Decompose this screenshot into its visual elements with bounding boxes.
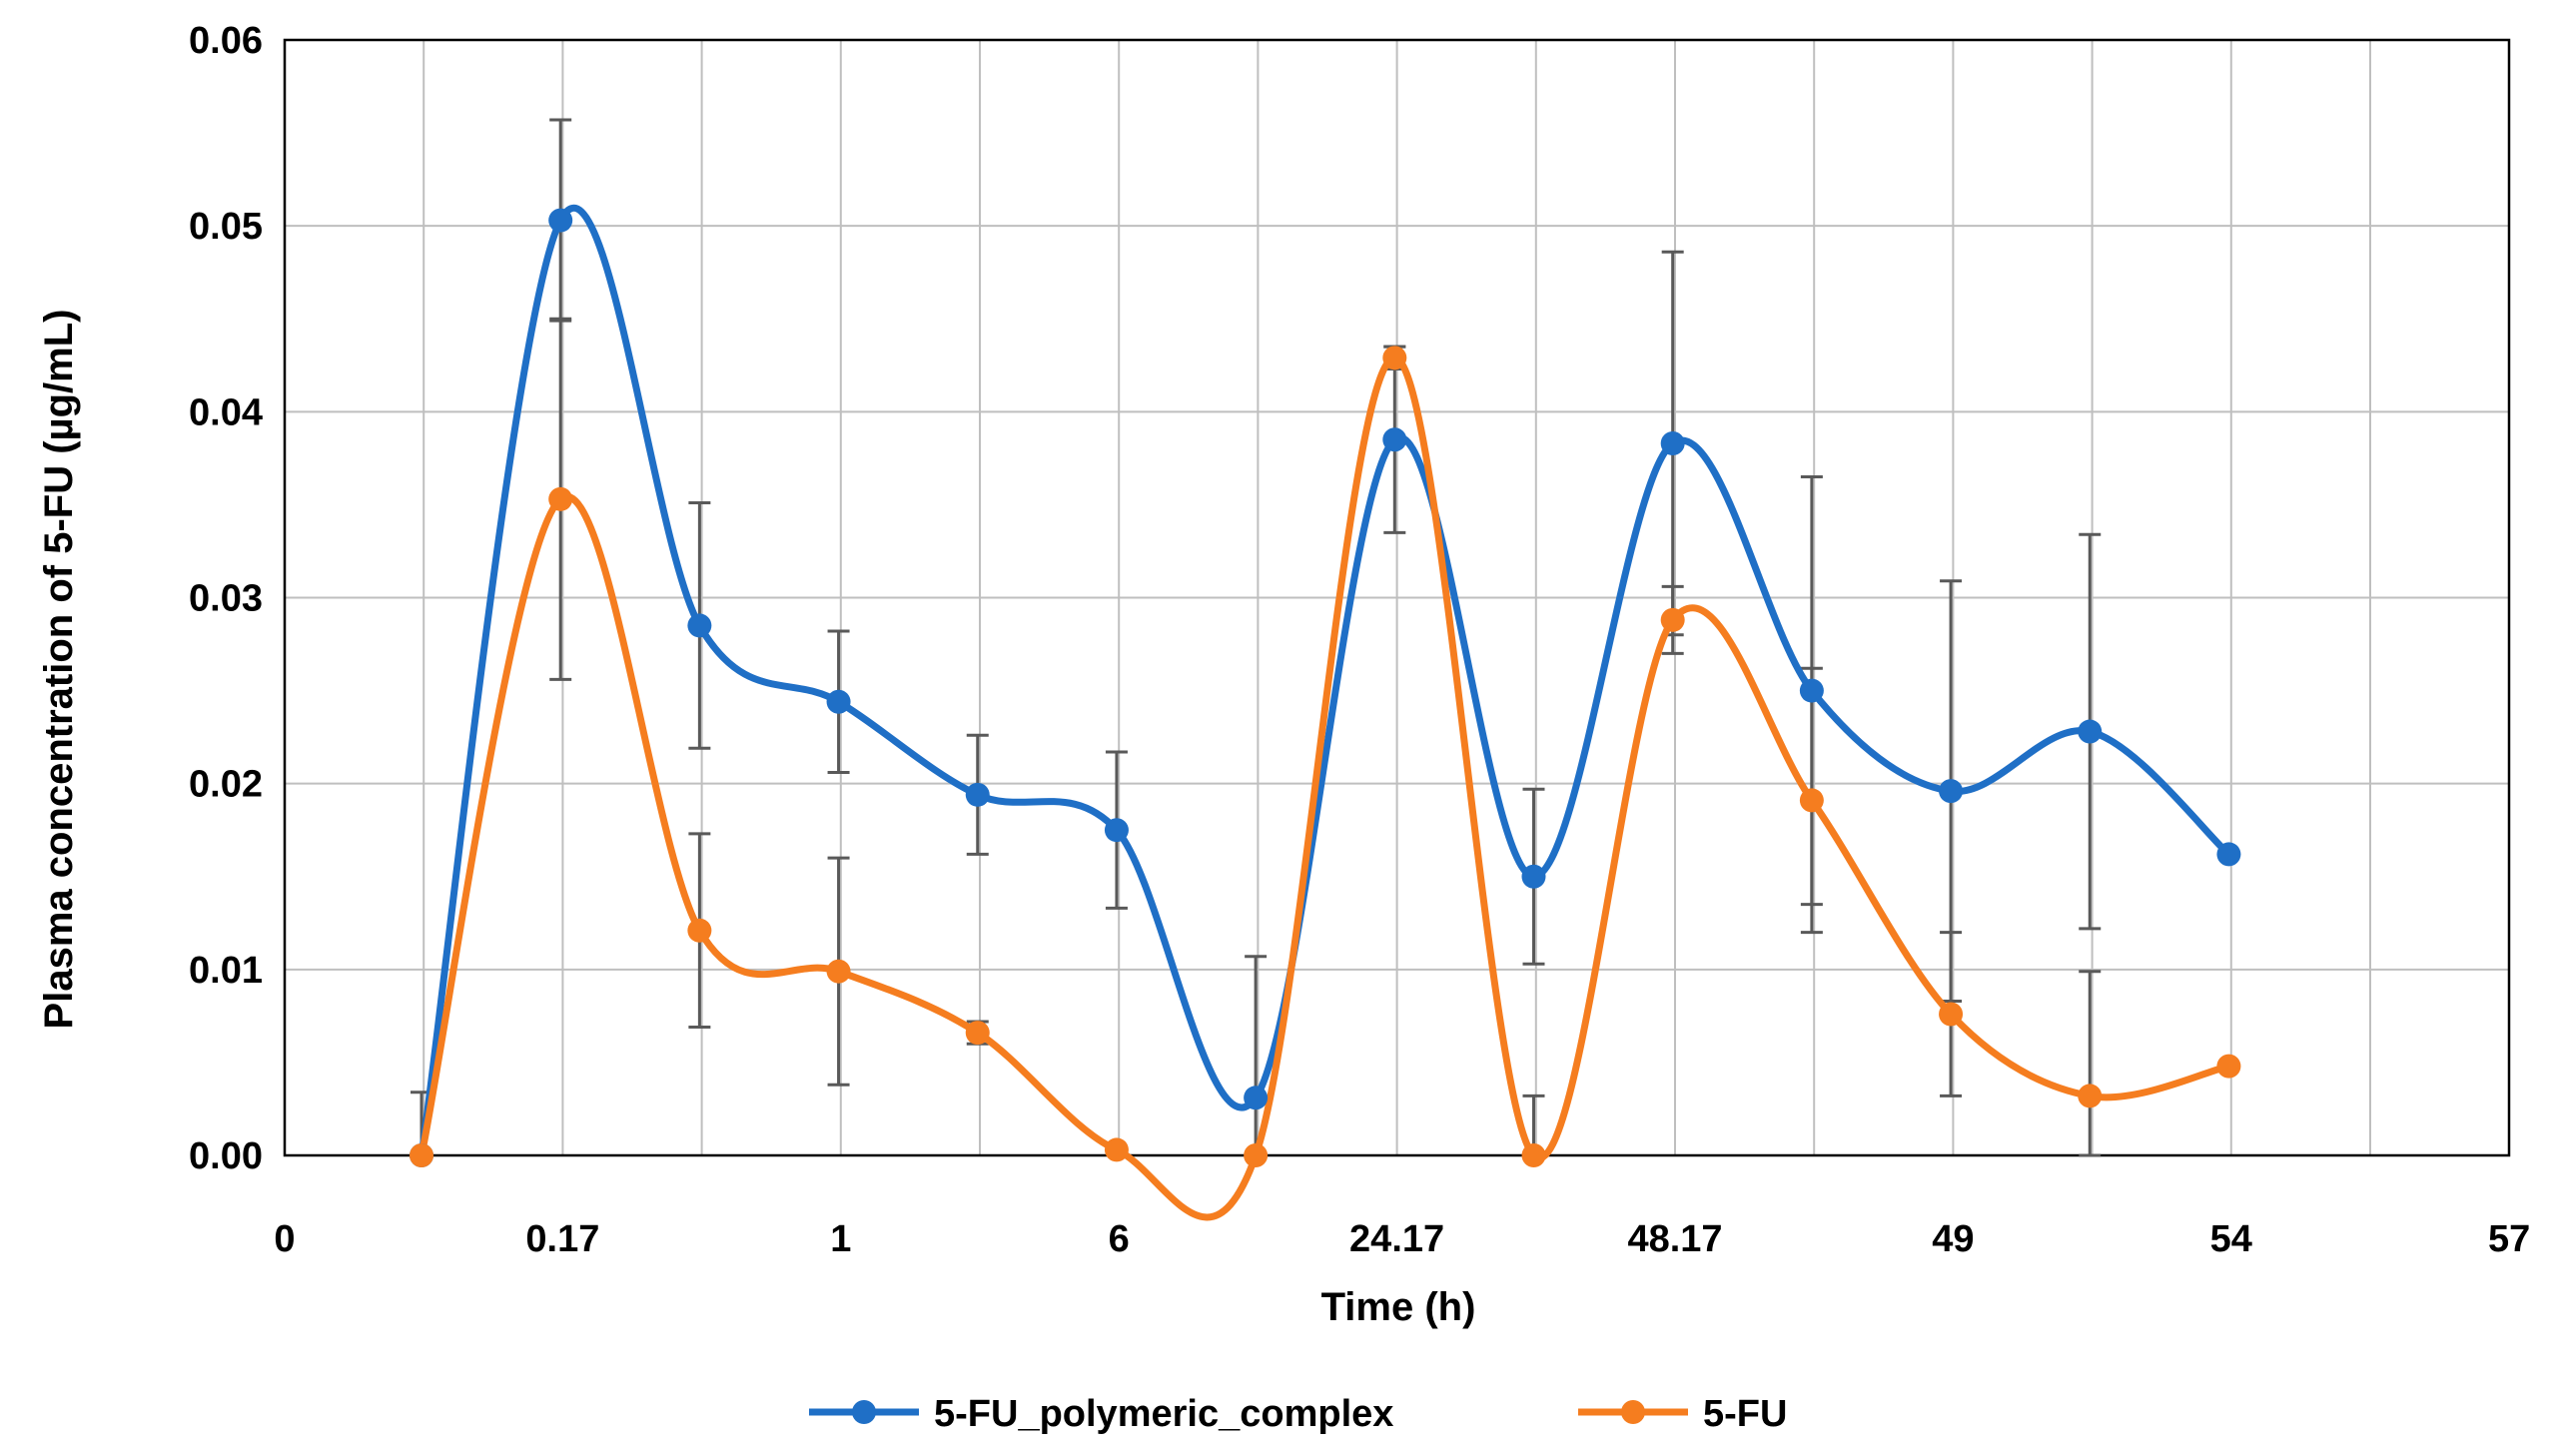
data-point bbox=[826, 959, 851, 984]
data-point bbox=[1660, 607, 1685, 632]
x-tick-label: 24.17 bbox=[1349, 1218, 1444, 1260]
x-tick-label: 57 bbox=[2488, 1218, 2530, 1260]
y-tick-label: 0.04 bbox=[189, 391, 263, 433]
y-tick-labels: 0.00 0.01 0.02 0.03 0.04 0.05 0.06 bbox=[189, 20, 263, 1177]
data-point bbox=[965, 1021, 990, 1046]
plot-frame bbox=[283, 38, 2511, 1157]
data-point bbox=[826, 689, 851, 714]
y-tick-label: 0.03 bbox=[189, 578, 263, 620]
data-point bbox=[1660, 430, 1685, 455]
x-tick-label: 0.17 bbox=[525, 1218, 599, 1260]
data-point bbox=[1939, 779, 1964, 804]
y-tick-label: 0.05 bbox=[189, 206, 263, 248]
data-point bbox=[2216, 1054, 2241, 1079]
data-point bbox=[687, 918, 712, 943]
data-point bbox=[1799, 678, 1824, 703]
x-tick-label: 6 bbox=[1109, 1218, 1130, 1260]
data-point bbox=[410, 1143, 433, 1167]
data-point bbox=[1382, 427, 1407, 452]
x-tick-label: 49 bbox=[1932, 1218, 1974, 1260]
data-markers bbox=[410, 208, 2241, 1167]
data-point bbox=[548, 486, 573, 511]
grid bbox=[285, 39, 2509, 1156]
legend-marker-polymeric-complex bbox=[852, 1400, 876, 1424]
y-tick-label: 0.06 bbox=[189, 20, 263, 62]
data-point bbox=[1939, 1002, 1964, 1027]
data-point bbox=[548, 208, 573, 233]
data-point bbox=[2216, 842, 2241, 867]
data-point bbox=[1244, 1143, 1269, 1167]
data-point bbox=[2078, 719, 2103, 744]
axes bbox=[283, 38, 2511, 1157]
data-point bbox=[687, 613, 712, 638]
x-tick-label: 1 bbox=[830, 1218, 851, 1260]
data-point bbox=[1521, 864, 1546, 889]
y-axis-title: Plasma concentration of 5-FU (µg/mL) bbox=[37, 310, 81, 1030]
legend-label-polymeric-complex: 5-FU_polymeric_complex bbox=[934, 1393, 1393, 1435]
x-tick-label: 54 bbox=[2210, 1218, 2252, 1260]
y-tick-label: 0.01 bbox=[189, 950, 263, 992]
legend: 5-FU_polymeric_complex 5-FU bbox=[809, 1393, 1787, 1435]
y-tick-label: 0.02 bbox=[189, 764, 263, 806]
data-point bbox=[965, 782, 990, 807]
legend-label-5fu: 5-FU bbox=[1703, 1393, 1787, 1435]
x-tick-label: 48.17 bbox=[1627, 1218, 1722, 1260]
data-point bbox=[1244, 1086, 1269, 1110]
x-axis-title: Time (h) bbox=[1321, 1285, 1476, 1329]
legend-marker-5fu bbox=[1621, 1400, 1645, 1424]
data-point bbox=[1382, 346, 1407, 370]
y-tick-label: 0.00 bbox=[189, 1135, 263, 1177]
x-tick-labels: 0 0.17 1 6 24.17 48.17 49 54 57 bbox=[274, 1218, 2530, 1260]
data-point bbox=[1521, 1143, 1546, 1167]
data-point bbox=[2078, 1084, 2103, 1108]
data-point bbox=[1104, 1137, 1129, 1162]
data-point bbox=[1799, 788, 1824, 813]
x-tick-label: 0 bbox=[274, 1218, 295, 1260]
data-point bbox=[1104, 818, 1129, 843]
